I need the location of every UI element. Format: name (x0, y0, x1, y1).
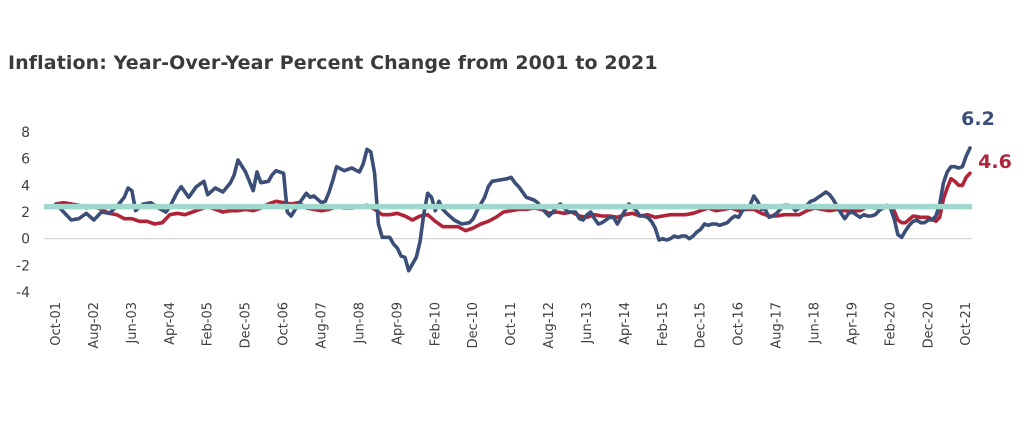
x-tick-label: Apr-19 (845, 302, 860, 345)
x-tick-label: Apr-09 (390, 302, 405, 345)
end-labels: 6.2 4.6 (961, 108, 1012, 173)
core-end-label: 4.6 (978, 151, 1012, 173)
x-tick-label: Oct-11 (504, 302, 519, 346)
x-tick-label: Feb-10 (428, 302, 443, 346)
x-tick-label: Feb-15 (656, 302, 671, 346)
x-tick-label: Dec-20 (921, 302, 936, 348)
x-tick-label: Dec-05 (239, 302, 254, 348)
x-tick-label: Feb-05 (201, 302, 216, 346)
x-tick-label: Jun-03 (125, 302, 140, 345)
y-tick-label: 4 (21, 178, 30, 194)
y-tick-label: 6 (21, 152, 30, 168)
x-tick-label: Jun-13 (580, 302, 595, 345)
x-tick-label: Feb-20 (883, 302, 898, 346)
x-tick-label: Dec-15 (694, 302, 709, 348)
y-tick-label: 0 (21, 232, 30, 248)
x-tick-label: Dec-10 (466, 302, 481, 348)
x-tick-label: Aug-17 (770, 302, 785, 349)
x-axis-ticks: Oct-01 Aug-02 Jun-03 Apr-04 Feb-05 Dec-05 Oct-… (49, 302, 974, 349)
y-axis-ticks: 8 6 4 2 0 -2 -4 (16, 125, 30, 301)
x-tick-label: Aug-02 (87, 302, 102, 349)
x-tick-label: Oct-21 (959, 302, 974, 346)
x-tick-label: Oct-16 (732, 302, 747, 346)
y-tick-label: 2 (21, 205, 30, 221)
x-tick-label: Apr-14 (618, 302, 633, 345)
y-tick-label: -4 (16, 285, 30, 301)
headline-end-label: 6.2 (961, 108, 995, 130)
x-tick-label: Aug-07 (314, 302, 329, 349)
chart-title: Inflation: Year-Over-Year Percent Change… (8, 52, 658, 74)
x-tick-label: Oct-06 (277, 302, 292, 346)
series-line-headline (54, 146, 972, 273)
x-tick-label: Apr-04 (163, 302, 178, 345)
x-tick-label: Oct-01 (49, 302, 64, 346)
y-tick-label: 8 (21, 125, 30, 141)
y-tick-label: -2 (16, 258, 30, 274)
x-tick-label: Jun-08 (352, 302, 367, 345)
x-tick-label: Jun-18 (808, 302, 823, 345)
x-tick-label: Aug-12 (542, 302, 557, 349)
